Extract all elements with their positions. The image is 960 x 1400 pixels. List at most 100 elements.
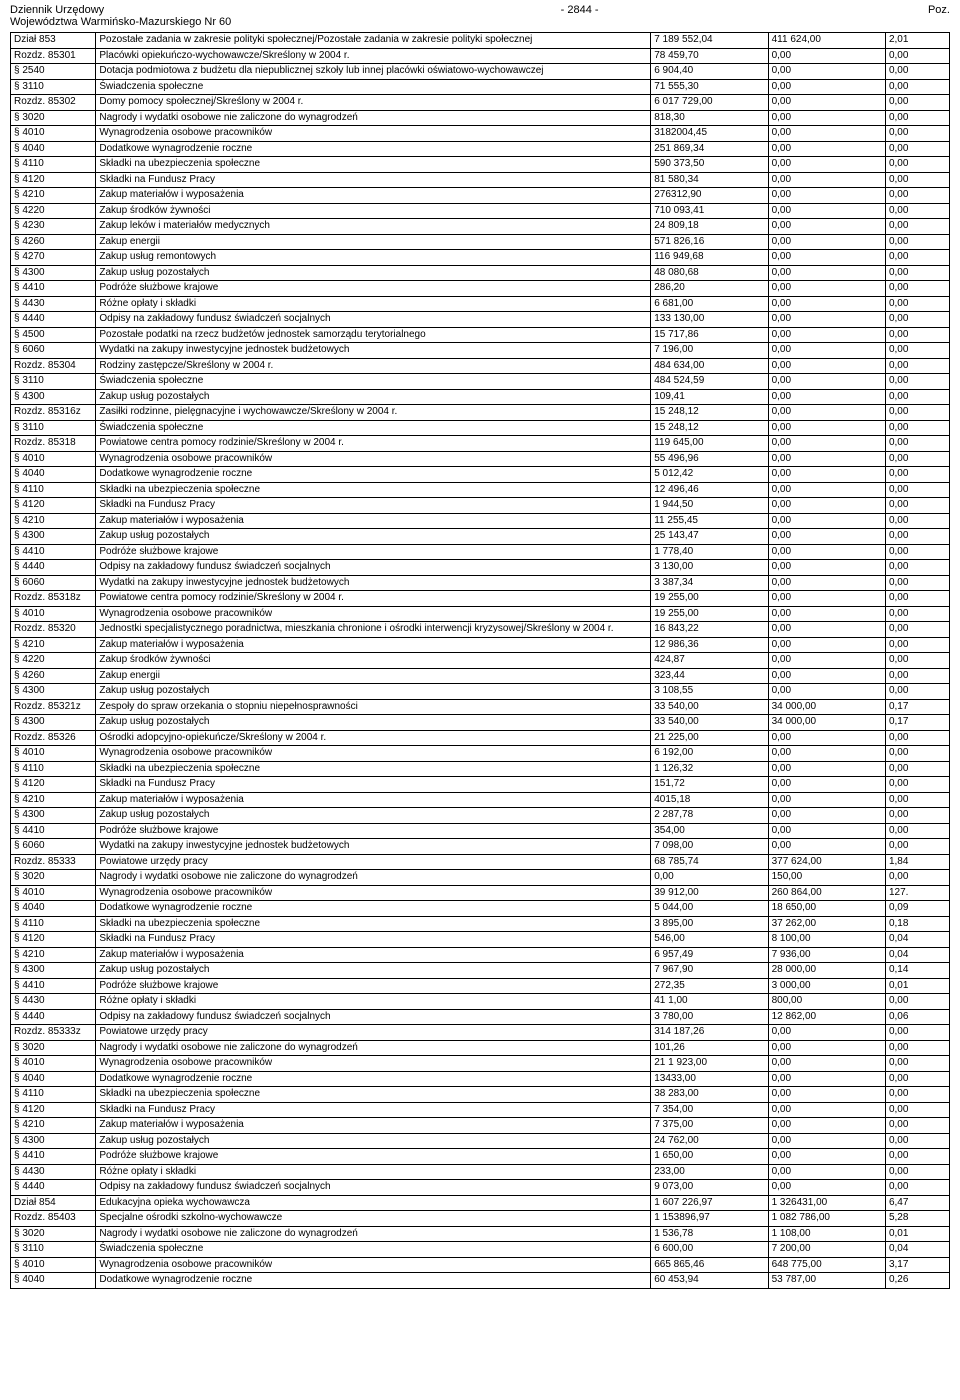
table-cell: 0,00 xyxy=(885,1118,949,1134)
table-row: § 4110Składki na ubezpieczenia społeczne… xyxy=(11,916,950,932)
table-cell: 48 080,68 xyxy=(651,265,768,281)
table-cell: § 3110 xyxy=(11,1242,96,1258)
table-cell: 0,00 xyxy=(885,1180,949,1196)
table-cell: § 4040 xyxy=(11,141,96,157)
table-cell: 34 000,00 xyxy=(768,715,885,731)
table-cell: Zakup usług pozostałych xyxy=(96,1133,651,1149)
table-cell: 0,00 xyxy=(768,126,885,142)
table-cell: 0,06 xyxy=(885,1009,949,1025)
table-cell: 0,00 xyxy=(885,343,949,359)
table-cell: 800,00 xyxy=(768,994,885,1010)
table-cell: 13433,00 xyxy=(651,1071,768,1087)
table-cell: § 4410 xyxy=(11,823,96,839)
budget-table: Dział 853Pozostałe zadania w zakresie po… xyxy=(10,32,950,1289)
table-cell: Rozdz. 85316z xyxy=(11,405,96,421)
page-header: Dziennik Urzędowy Województwa Warmińsko-… xyxy=(0,0,960,32)
table-cell: Zakup materiałów i wyposażenia xyxy=(96,792,651,808)
table-cell: § 3020 xyxy=(11,1040,96,1056)
table-row: § 3020Nagrody i wydatki osobowe nie zali… xyxy=(11,1226,950,1242)
table-cell: Rozdz. 85302 xyxy=(11,95,96,111)
table-cell: 55 496,96 xyxy=(651,451,768,467)
table-cell: 0,00 xyxy=(768,265,885,281)
table-cell: Rozdz. 85321z xyxy=(11,699,96,715)
table-cell: § 4230 xyxy=(11,219,96,235)
table-cell: 0,00 xyxy=(885,312,949,328)
table-cell: § 4210 xyxy=(11,637,96,653)
table-cell: 18 650,00 xyxy=(768,901,885,917)
table-cell: 3 780,00 xyxy=(651,1009,768,1025)
table-cell: Placówki opiekuńczo-wychowawcze/Skreślon… xyxy=(96,48,651,64)
table-row: Rozdz. 85403Specjalne ośrodki szkolno-wy… xyxy=(11,1211,950,1227)
table-cell: 0,00 xyxy=(885,653,949,669)
table-row: § 4230Zakup leków i materiałów medycznyc… xyxy=(11,219,950,235)
table-row: Rozdz. 85301Placówki opiekuńczo-wychowaw… xyxy=(11,48,950,64)
table-cell: 286,20 xyxy=(651,281,768,297)
table-cell: § 4110 xyxy=(11,761,96,777)
table-cell: 0,00 xyxy=(768,622,885,638)
table-row: § 4010Wynagrodzenia osobowe pracowników6… xyxy=(11,1257,950,1273)
table-cell: 0,00 xyxy=(768,64,885,80)
table-cell: 0,17 xyxy=(885,699,949,715)
table-cell: 0,14 xyxy=(885,963,949,979)
table-cell: § 4010 xyxy=(11,606,96,622)
table-cell: Składki na ubezpieczenia społeczne xyxy=(96,916,651,932)
table-cell: 0,00 xyxy=(768,668,885,684)
table-cell: Składki na Fundusz Pracy xyxy=(96,1102,651,1118)
table-cell: 0,00 xyxy=(885,575,949,591)
table-cell: 0,00 xyxy=(768,358,885,374)
table-cell: 0,00 xyxy=(768,1133,885,1149)
table-cell: 0,00 xyxy=(885,684,949,700)
table-row: § 4440Odpisy na zakładowy fundusz świadc… xyxy=(11,1009,950,1025)
table-cell: 33 540,00 xyxy=(651,715,768,731)
table-row: § 4040Dodatkowe wynagrodzenie roczne5 01… xyxy=(11,467,950,483)
table-row: § 4410Podróże służbowe krajowe354,000,00… xyxy=(11,823,950,839)
table-cell: Nagrody i wydatki osobowe nie zaliczone … xyxy=(96,870,651,886)
table-cell: 0,00 xyxy=(768,203,885,219)
table-cell: 81 580,34 xyxy=(651,172,768,188)
table-cell: 0,00 xyxy=(768,746,885,762)
table-row: Rozdz. 85318Powiatowe centra pomocy rodz… xyxy=(11,436,950,452)
table-cell: Zakup usług pozostałych xyxy=(96,389,651,405)
table-cell: § 4110 xyxy=(11,157,96,173)
table-cell: 5,28 xyxy=(885,1211,949,1227)
table-cell: § 4430 xyxy=(11,994,96,1010)
table-cell: 21 225,00 xyxy=(651,730,768,746)
table-cell: 0,00 xyxy=(768,730,885,746)
table-cell: 0,09 xyxy=(885,901,949,917)
table-cell: Odpisy na zakładowy fundusz świadczeń so… xyxy=(96,1009,651,1025)
table-cell: 0,00 xyxy=(885,219,949,235)
table-cell: 1 326431,00 xyxy=(768,1195,885,1211)
table-cell: 0,00 xyxy=(768,1087,885,1103)
table-cell: Powiatowe centra pomocy rodzinie/Skreślo… xyxy=(96,591,651,607)
table-cell: 0,00 xyxy=(768,312,885,328)
table-cell: 272,35 xyxy=(651,978,768,994)
table-cell: 37 262,00 xyxy=(768,916,885,932)
table-cell: Zakup środków żywności xyxy=(96,653,651,669)
table-row: Rozdz. 85316zZasiłki rodzinne, pielęgnac… xyxy=(11,405,950,421)
table-cell: Zakup usług remontowych xyxy=(96,250,651,266)
table-cell: Świadczenia społeczne xyxy=(96,79,651,95)
table-cell: § 6060 xyxy=(11,839,96,855)
table-cell: 0,00 xyxy=(768,389,885,405)
table-cell: 71 555,30 xyxy=(651,79,768,95)
table-cell: Odpisy na zakładowy fundusz świadczeń so… xyxy=(96,560,651,576)
table-cell: 0,00 xyxy=(768,1025,885,1041)
table-cell: Dodatkowe wynagrodzenie roczne xyxy=(96,1273,651,1289)
table-row: § 4210Zakup materiałów i wyposażenia11 2… xyxy=(11,513,950,529)
table-cell: 24 809,18 xyxy=(651,219,768,235)
table-cell: Nagrody i wydatki osobowe nie zaliczone … xyxy=(96,1040,651,1056)
table-cell: 0,18 xyxy=(885,916,949,932)
table-cell: 0,00 xyxy=(885,1025,949,1041)
table-row: § 4040Dodatkowe wynagrodzenie roczne251 … xyxy=(11,141,950,157)
table-cell: 3182004,45 xyxy=(651,126,768,142)
table-cell: 0,00 xyxy=(885,281,949,297)
table-row: Rozdz. 85304Rodziny zastępcze/Skreślony … xyxy=(11,358,950,374)
table-cell: § 4220 xyxy=(11,203,96,219)
table-cell: § 4410 xyxy=(11,1149,96,1165)
table-row: § 4430Różne opłaty i składki233,000,000,… xyxy=(11,1164,950,1180)
table-cell: Pozostałe podatki na rzecz budżetów jedn… xyxy=(96,327,651,343)
table-cell: 0,00 xyxy=(885,467,949,483)
table-cell: 0,00 xyxy=(768,467,885,483)
table-row: § 4120Składki na Fundusz Pracy546,008 10… xyxy=(11,932,950,948)
table-cell: 127. xyxy=(885,885,949,901)
